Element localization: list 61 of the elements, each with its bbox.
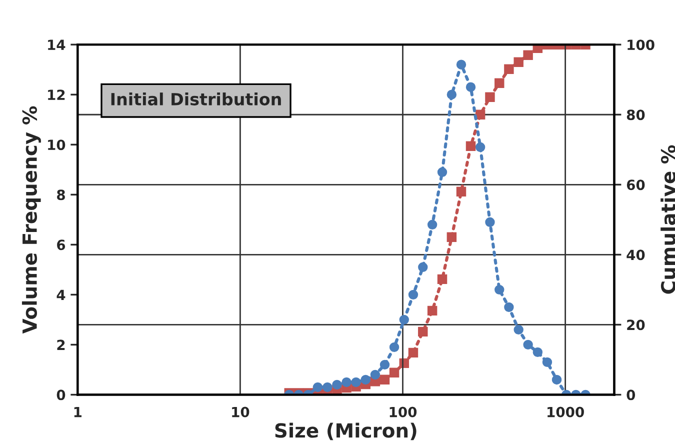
point (514, 324, 524, 335)
point (552, 374, 562, 385)
x-tick-label: 10 (232, 406, 250, 418)
y2-tick-label: 100 (628, 40, 654, 50)
y2-tick-label: 60 (626, 180, 645, 190)
point (523, 50, 533, 60)
y-tick-label: 6 (57, 240, 66, 250)
x-tick-label: 1000 (548, 406, 584, 418)
annotation: Initial Distribution (111, 92, 281, 106)
y-tick-label: 12 (48, 90, 65, 100)
point (389, 342, 400, 352)
y-tick-label: 10 (48, 140, 66, 150)
y2-tick-label: 80 (626, 110, 645, 120)
x-tick-label: 100 (390, 406, 417, 418)
point (408, 348, 418, 358)
x-tick-label: 1 (74, 406, 82, 418)
point (466, 82, 476, 92)
y2-tick-label: 40 (626, 250, 645, 260)
point (437, 274, 448, 284)
y2-tick-label: 0 (626, 390, 636, 400)
point (408, 290, 418, 300)
y-tick-label: 8 (57, 190, 65, 200)
point (360, 374, 370, 385)
point (427, 220, 438, 230)
point (485, 217, 495, 228)
point (475, 142, 486, 152)
point (485, 92, 495, 102)
point (342, 377, 352, 388)
y-tick-label: 2 (57, 340, 65, 350)
point (494, 78, 504, 88)
point (370, 370, 380, 380)
point (389, 368, 400, 378)
point (542, 357, 552, 368)
point (418, 262, 428, 272)
point (380, 360, 390, 370)
point (446, 232, 457, 242)
point (427, 306, 438, 316)
y-tick-label: 4 (56, 290, 66, 300)
point (494, 284, 504, 295)
point (380, 374, 390, 385)
y2-tick-label: 20 (627, 320, 645, 330)
point (322, 382, 332, 392)
point (504, 64, 514, 74)
point (418, 326, 428, 337)
point (504, 302, 514, 312)
point (399, 314, 410, 325)
point (532, 347, 543, 358)
y-tick-label: 0 (56, 390, 66, 400)
point (312, 382, 323, 392)
point (446, 90, 457, 100)
y-axis-title: Volume Frequency % (22, 106, 41, 334)
x-axis-title: Size (Micron) (275, 422, 416, 440)
point (332, 380, 342, 390)
y-tick-label: 14 (48, 40, 66, 50)
point (523, 340, 533, 350)
point (456, 60, 466, 70)
point (514, 57, 524, 67)
point (466, 141, 476, 151)
point (351, 377, 361, 388)
point (437, 167, 448, 177)
point (456, 186, 466, 197)
